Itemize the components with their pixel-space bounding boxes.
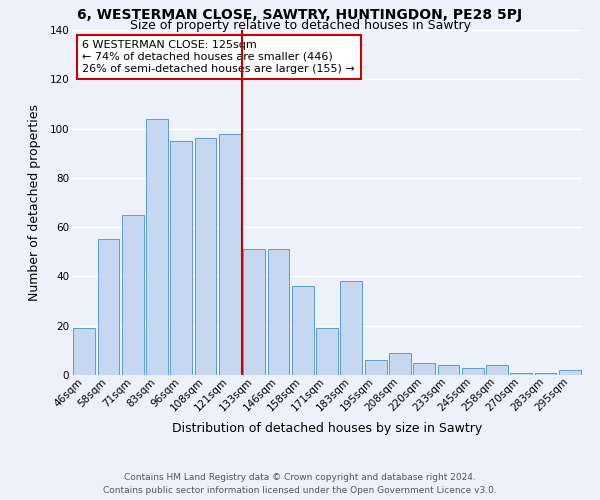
Bar bbox=[535, 372, 556, 375]
Bar bbox=[122, 215, 143, 375]
Bar bbox=[413, 362, 435, 375]
Bar bbox=[268, 250, 289, 375]
Text: 6, WESTERMAN CLOSE, SAWTRY, HUNTINGDON, PE28 5PJ: 6, WESTERMAN CLOSE, SAWTRY, HUNTINGDON, … bbox=[77, 8, 523, 22]
Text: Size of property relative to detached houses in Sawtry: Size of property relative to detached ho… bbox=[130, 19, 470, 32]
Y-axis label: Number of detached properties: Number of detached properties bbox=[28, 104, 41, 301]
Bar bbox=[437, 365, 460, 375]
Bar bbox=[316, 328, 338, 375]
Bar bbox=[243, 250, 265, 375]
Bar bbox=[194, 138, 217, 375]
Bar bbox=[97, 240, 119, 375]
X-axis label: Distribution of detached houses by size in Sawtry: Distribution of detached houses by size … bbox=[172, 422, 482, 434]
Bar bbox=[146, 118, 168, 375]
Bar bbox=[559, 370, 581, 375]
Bar bbox=[365, 360, 386, 375]
Bar bbox=[292, 286, 314, 375]
Bar bbox=[170, 141, 192, 375]
Bar bbox=[462, 368, 484, 375]
Bar bbox=[219, 134, 241, 375]
Bar bbox=[340, 282, 362, 375]
Bar bbox=[73, 328, 95, 375]
Text: 6 WESTERMAN CLOSE: 125sqm
← 74% of detached houses are smaller (446)
26% of semi: 6 WESTERMAN CLOSE: 125sqm ← 74% of detac… bbox=[82, 40, 355, 74]
Bar bbox=[486, 365, 508, 375]
Bar bbox=[389, 353, 411, 375]
Text: Contains HM Land Registry data © Crown copyright and database right 2024.
Contai: Contains HM Land Registry data © Crown c… bbox=[103, 474, 497, 495]
Bar bbox=[511, 372, 532, 375]
